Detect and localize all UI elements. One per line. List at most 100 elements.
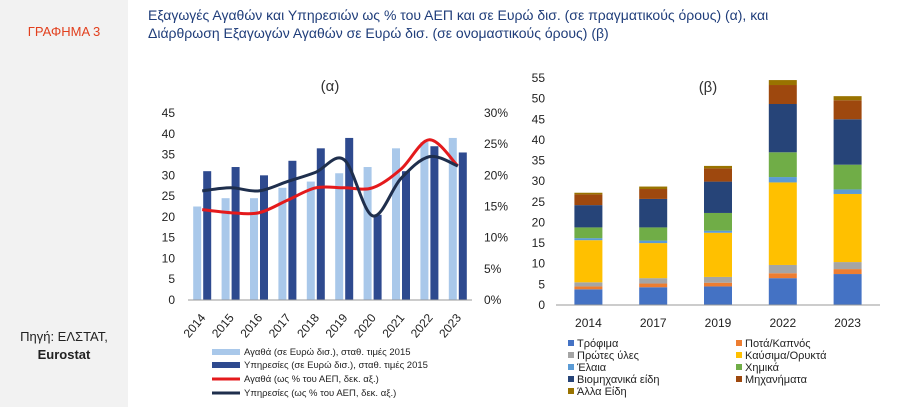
legend-label-a: Αγαθά (ως % του ΑΕΠ, δεκ. αξ.): [244, 374, 379, 385]
y-right-tick-label: 0%: [484, 293, 502, 307]
y-tick-label: 35: [532, 154, 546, 168]
bar-goods: [448, 137, 457, 300]
legend-label-b: Τρόφιμα: [577, 338, 619, 350]
legend-label-b: Βιομηχανικά είδη: [577, 374, 660, 386]
legend-swatch-b: [568, 376, 574, 382]
legend-swatch-b: [568, 388, 574, 394]
stacked-bar-segment: [639, 198, 668, 228]
stacked-bar-segment: [639, 186, 668, 190]
x-tick-label: 2022: [769, 316, 796, 330]
legend-swatch-b: [736, 340, 742, 346]
line-goods-pct-gdp: [202, 138, 459, 216]
stacked-bar-segment: [768, 273, 797, 279]
bar-services: [203, 171, 212, 300]
stacked-bar-segment: [639, 278, 668, 284]
stacked-bar-segment: [704, 232, 732, 277]
y-left-tick-label: 20: [162, 210, 176, 224]
x-tick-label: 2019: [705, 316, 732, 330]
legend-swatch-b: [568, 364, 574, 370]
y-left-tick-label: 40: [162, 127, 176, 141]
x-tick-label: 2023: [834, 316, 861, 330]
legend-label-b: Ποτά/Καπνός: [745, 338, 811, 350]
y-right-tick-label: 5%: [484, 262, 502, 276]
y-right-tick-label: 20%: [484, 168, 508, 182]
stacked-bar-segment: [574, 286, 603, 290]
stacked-bar-segment: [574, 240, 603, 283]
stacked-bar-segment: [574, 289, 603, 305]
y-tick-label: 30: [532, 174, 546, 188]
legend-swatch-b: [568, 352, 574, 358]
y-left-tick-label: 5: [168, 272, 175, 286]
stacked-bar-segment: [639, 283, 668, 288]
stacked-bar-segment: [768, 104, 797, 153]
legend-swatch-b: [736, 352, 742, 358]
figure-title-line-1: Εξαγωγές Αγαθών και Υπηρεσιών ως % του Α…: [148, 7, 769, 23]
stacked-bar-segment: [704, 165, 732, 169]
legend-label-b: Πρώτες ύλες: [577, 350, 639, 362]
y-tick-label: 25: [532, 195, 546, 209]
panel-label-a: (α): [321, 78, 340, 95]
stacked-bar-segment: [639, 287, 668, 305]
bar-goods: [250, 198, 258, 300]
stacked-bar-segment: [639, 227, 668, 241]
bar-goods: [193, 206, 202, 300]
stacked-bar-segment: [768, 80, 797, 86]
stacked-bar-segment: [833, 100, 862, 120]
legend-swatch-b: [736, 376, 742, 382]
legend-label-b: Χημικά: [745, 362, 780, 374]
legend-label-a: Υπηρεσίες (ως % του ΑΕΠ, δεκ. αξ.): [244, 388, 396, 399]
y-tick-label: 40: [532, 133, 546, 147]
y-left-tick-label: 30: [162, 168, 176, 182]
legend-label-b: Μηχανήματα: [745, 374, 808, 386]
stacked-bar-segment: [704, 230, 732, 233]
source-line-2: Eurostat: [37, 347, 91, 362]
stacked-bar-segment: [768, 85, 797, 105]
bar-services: [373, 214, 382, 300]
figure-title-line-2: Διάρθρωση Εξαγωγών Αγαθών σε Ευρώ δισ. (…: [148, 25, 609, 41]
stacked-bar-segment: [833, 164, 862, 190]
y-left-tick-label: 35: [162, 148, 176, 162]
stacked-bar-segment: [574, 194, 603, 206]
stacked-bar-segment: [704, 168, 732, 182]
x-tick-label: 2017: [640, 316, 667, 330]
y-left-tick-label: 25: [162, 189, 176, 203]
legend-swatch-b: [568, 340, 574, 346]
stacked-bar-segment: [833, 274, 862, 305]
stacked-bar-segment: [639, 243, 668, 279]
y-tick-label: 50: [532, 92, 546, 106]
bar-goods: [392, 148, 400, 300]
stacked-bar-segment: [833, 96, 862, 101]
stacked-bar-segment: [833, 193, 862, 263]
y-tick-label: 45: [532, 112, 546, 126]
y-left-tick-label: 0: [168, 293, 175, 307]
bar-goods: [363, 167, 372, 300]
stacked-bar-segment: [833, 119, 862, 165]
legend-swatch-services: [212, 362, 240, 368]
y-tick-label: 55: [532, 71, 546, 85]
line-services-pct-gdp: [202, 154, 459, 218]
stacked-bar-segment: [704, 286, 732, 305]
stacked-bar-segment: [704, 282, 732, 287]
bar-services: [260, 175, 268, 300]
stacked-bar-segment: [574, 238, 603, 241]
bar-goods: [278, 187, 287, 300]
stacked-bar-segment: [833, 189, 862, 194]
stacked-bar-segment: [574, 192, 603, 195]
legend-label-b: Καύσιμα/Ορυκτά: [745, 350, 827, 362]
y-tick-label: 10: [532, 257, 546, 271]
legend-label-a: Αγαθά (σε Ευρώ δισ.), σταθ. τιμές 2015: [244, 347, 411, 358]
y-tick-label: 20: [532, 215, 546, 229]
bar-services: [402, 171, 410, 300]
stacked-bar-segment: [768, 278, 797, 305]
legend-swatch-b: [736, 364, 742, 370]
legend-label-b: Άλλα Είδη: [577, 386, 627, 398]
sidebar: ΓΡΑΦΗΜΑ 3 Πηγή: ΕΛΣΤΑΤ, Eurostat: [0, 0, 128, 407]
x-tick-label: 2014: [575, 316, 602, 330]
y-tick-label: 5: [538, 277, 545, 291]
graph-number-label: ΓΡΑΦΗΜΑ 3: [27, 24, 101, 39]
stacked-bar-segment: [768, 264, 797, 274]
y-left-tick-label: 15: [162, 231, 176, 245]
stacked-bar-segment: [768, 182, 797, 265]
